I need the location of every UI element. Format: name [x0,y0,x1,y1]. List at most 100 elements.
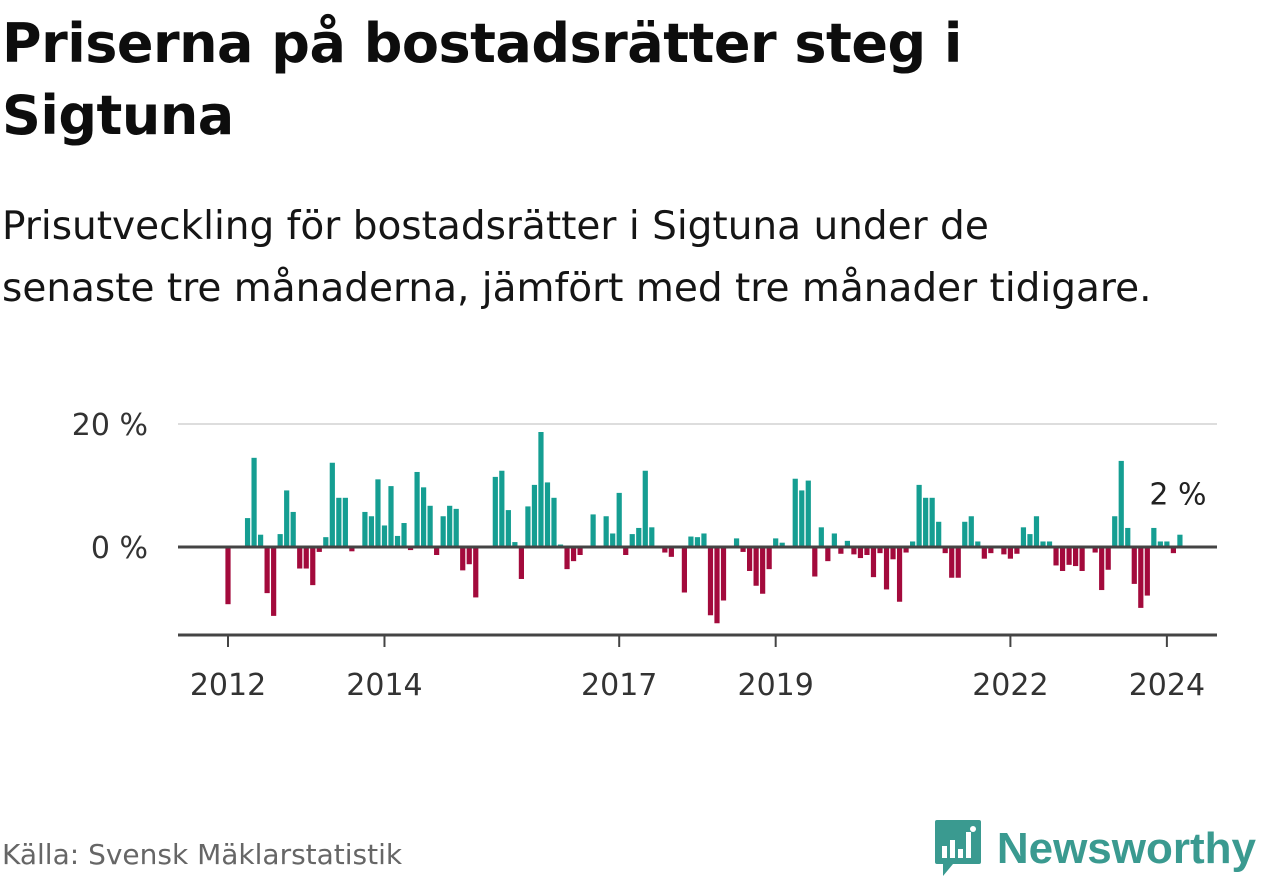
bar [388,486,394,547]
bar [642,470,648,547]
bar [1092,547,1098,553]
brand-name: Newsworthy [996,824,1256,873]
x-tick-label: 2024 [1129,668,1205,703]
bar [792,478,798,547]
bar [949,547,955,578]
bar [1079,547,1085,571]
bar [1138,547,1144,608]
bar [381,525,388,547]
bar [538,432,544,547]
x-tick-label: 2012 [190,668,266,703]
bar [564,547,570,570]
bar [473,547,479,598]
bar [1027,534,1033,548]
bar [342,497,348,547]
bar [1014,547,1020,554]
bar [681,547,687,593]
bar [525,506,531,547]
last-value-label: 2 % [1149,478,1206,513]
bar [264,547,270,594]
bar [1007,547,1013,559]
bar [903,547,909,553]
bar [890,547,896,560]
bar [962,521,968,547]
bar [844,540,850,547]
brand-logo[interactable]: Newsworthy [933,818,1256,880]
bar [805,480,811,547]
bar [799,490,805,547]
tick-labels: 20 % 0 % 2012 2014 2017 2019 2022 2024 2 % [72,408,1207,703]
bar [251,457,257,547]
bar [916,484,922,547]
bar [499,470,505,547]
bar [870,547,877,578]
bar [414,471,420,547]
bar [375,479,381,547]
bar [303,547,309,569]
bar [603,516,609,547]
bar [244,518,251,547]
bar [623,547,629,555]
x-tick-label: 2014 [346,668,422,703]
bar [779,542,785,547]
bar [570,547,577,562]
bar [362,511,368,547]
bar [284,490,290,547]
bar [258,534,264,547]
bar [662,547,668,553]
source-note: Källa: Svensk Mäklarstatistik [2,838,403,871]
bar [551,497,557,547]
bar [1177,534,1183,547]
bar [975,541,981,548]
bar [1144,547,1150,596]
bar [447,505,453,547]
y-tick-label: 20 % [72,408,148,443]
bar [427,505,433,547]
bar [407,547,414,551]
bar [1170,547,1176,554]
bar [1164,541,1170,548]
bar [910,541,916,548]
bar [747,547,753,571]
y-tick-label: 0 % [91,531,148,566]
bar [688,536,694,547]
bar [988,547,994,554]
bar [336,497,342,547]
bar [310,547,316,586]
bar [649,527,655,547]
bar [544,482,551,547]
bar [577,547,583,555]
bar [838,547,844,554]
bar [1099,547,1105,591]
bar [1118,460,1124,547]
bar [434,547,440,555]
bar [812,547,818,577]
newsworthy-logo-icon [934,820,981,876]
bar [1040,541,1046,548]
bar [818,527,824,547]
bar [590,514,596,547]
bar [701,533,707,547]
bar [1020,527,1027,547]
axes [178,545,1217,647]
bar [277,534,283,548]
bar [707,547,714,616]
bar [883,547,890,590]
bar-chart: 20 % 0 % 2012 2014 2017 2019 2022 2024 2 % [72,408,1217,703]
bar [271,547,277,616]
bar [929,497,935,547]
bar [329,462,335,547]
bar [896,547,903,602]
bar [753,547,759,586]
bar [505,510,511,547]
bar [1059,547,1066,571]
bar [740,547,746,552]
bar [1001,547,1007,555]
bar [851,547,857,555]
x-tick-label: 2019 [738,668,814,703]
bar [629,534,635,548]
bar [316,547,322,552]
bar [225,547,231,605]
bar [610,533,616,547]
bar [981,547,987,559]
